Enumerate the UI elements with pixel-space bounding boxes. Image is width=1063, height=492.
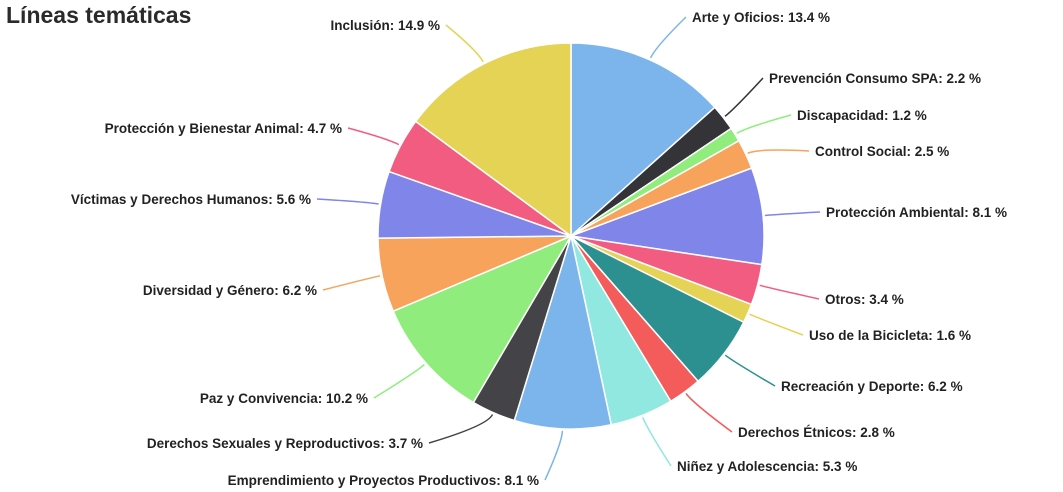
data-label-otros: Otros: 3.4 % bbox=[825, 292, 904, 307]
data-label-prevencion-consumo-spa: Prevención Consumo SPA: 2.2 % bbox=[769, 71, 981, 86]
pie-slice-paz-y-convivencia[interactable] bbox=[392, 234, 573, 404]
data-label-control-social: Control Social: 2.5 % bbox=[815, 144, 949, 159]
connector-arte-y-oficios bbox=[649, 16, 687, 59]
connector-prevencion-consumo-spa bbox=[724, 77, 764, 117]
data-label-diversidad-y-genero: Diversidad y Género: 6.2 % bbox=[143, 283, 317, 298]
connector-control-social bbox=[747, 149, 810, 154]
connector-proteccion-ambiental bbox=[764, 211, 821, 217]
data-label-victimas-y-derechos-humanos: Víctimas y Derechos Humanos: 5.6 % bbox=[71, 192, 311, 207]
pie-slice-arte-y-oficios[interactable] bbox=[570, 42, 716, 238]
page-title: Líneas temáticas bbox=[6, 2, 192, 28]
pie-slice-inclusion[interactable] bbox=[414, 42, 572, 238]
pie-slice-proteccion-ambiental[interactable] bbox=[568, 167, 765, 266]
data-label-proteccion-y-bienestar-animal: Protección y Bienestar Animal: 4.7 % bbox=[105, 121, 342, 136]
connector-proteccion-y-bienestar-animal bbox=[347, 127, 400, 146]
connector-diversidad-y-genero bbox=[322, 275, 381, 291]
connector-paz-y-convivencia bbox=[373, 364, 425, 399]
data-label-discapacidad: Discapacidad: 1.2 % bbox=[797, 108, 927, 123]
connector-emprendimiento-y-proyectos-productivos bbox=[544, 430, 564, 481]
data-label-derechos-sexuales-y-reproductivos: Derechos Sexuales y Reproductivos: 3.7 % bbox=[147, 436, 423, 451]
connector-inclusion bbox=[445, 24, 484, 63]
data-label-paz-y-convivencia: Paz y Convivencia: 10.2 % bbox=[200, 391, 368, 406]
data-label-derechos-etnicos: Derechos Étnicos: 2.8 % bbox=[738, 425, 895, 440]
pie-slice-emprendimiento-y-proyectos-productivos[interactable] bbox=[513, 233, 613, 430]
connector-discapacidad bbox=[736, 114, 792, 135]
data-label-arte-y-oficios: Arte y Oficios: 13.4 % bbox=[692, 10, 830, 25]
connector-ninez-y-adolescencia bbox=[642, 417, 672, 467]
data-label-emprendimiento-y-proyectos-productivos: Emprendimiento y Proyectos Productivos: … bbox=[228, 473, 539, 488]
connector-otros bbox=[759, 284, 820, 300]
data-label-proteccion-ambiental: Protección Ambiental: 8.1 % bbox=[826, 205, 1007, 220]
connector-recreacion-y-deporte bbox=[724, 354, 776, 387]
connector-uso-de-la-bicicleta bbox=[749, 313, 804, 336]
connector-derechos-etnicos bbox=[685, 393, 733, 433]
data-label-ninez-y-adolescencia: Niñez y Adolescencia: 5.3 % bbox=[677, 459, 857, 474]
connector-victimas-y-derechos-humanos bbox=[316, 198, 379, 205]
connector-derechos-sexuales-y-reproductivos bbox=[428, 414, 494, 444]
data-label-recreacion-y-deporte: Recreación y Deporte: 6.2 % bbox=[781, 379, 963, 394]
data-label-inclusion: Inclusión: 14.9 % bbox=[330, 18, 440, 33]
data-label-uso-de-la-bicicleta: Uso de la Bicicleta: 1.6 % bbox=[809, 328, 971, 343]
